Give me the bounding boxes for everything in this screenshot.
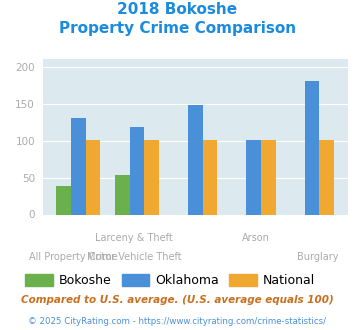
Text: Compared to U.S. average. (U.S. average equals 100): Compared to U.S. average. (U.S. average … (21, 295, 334, 305)
Bar (261, 140, 275, 214)
Bar (188, 105, 203, 214)
Text: Arson: Arson (242, 233, 270, 243)
Bar (246, 140, 261, 214)
Text: All Property Crime: All Property Crime (29, 252, 118, 262)
Bar (56, 186, 71, 214)
Bar (86, 140, 100, 214)
Text: Larceny & Theft: Larceny & Theft (95, 233, 173, 243)
Bar (115, 175, 130, 214)
Bar (305, 81, 320, 214)
Legend: Bokoshe, Oklahoma, National: Bokoshe, Oklahoma, National (21, 269, 321, 292)
Text: Property Crime Comparison: Property Crime Comparison (59, 21, 296, 36)
Text: 2018 Bokoshe: 2018 Bokoshe (118, 2, 237, 16)
Text: Burglary: Burglary (297, 252, 338, 262)
Bar (71, 118, 86, 214)
Bar (144, 140, 159, 214)
Text: © 2025 CityRating.com - https://www.cityrating.com/crime-statistics/: © 2025 CityRating.com - https://www.city… (28, 317, 327, 326)
Bar (203, 140, 217, 214)
Bar (320, 140, 334, 214)
Text: Motor Vehicle Theft: Motor Vehicle Theft (87, 252, 181, 262)
Bar (130, 127, 144, 214)
